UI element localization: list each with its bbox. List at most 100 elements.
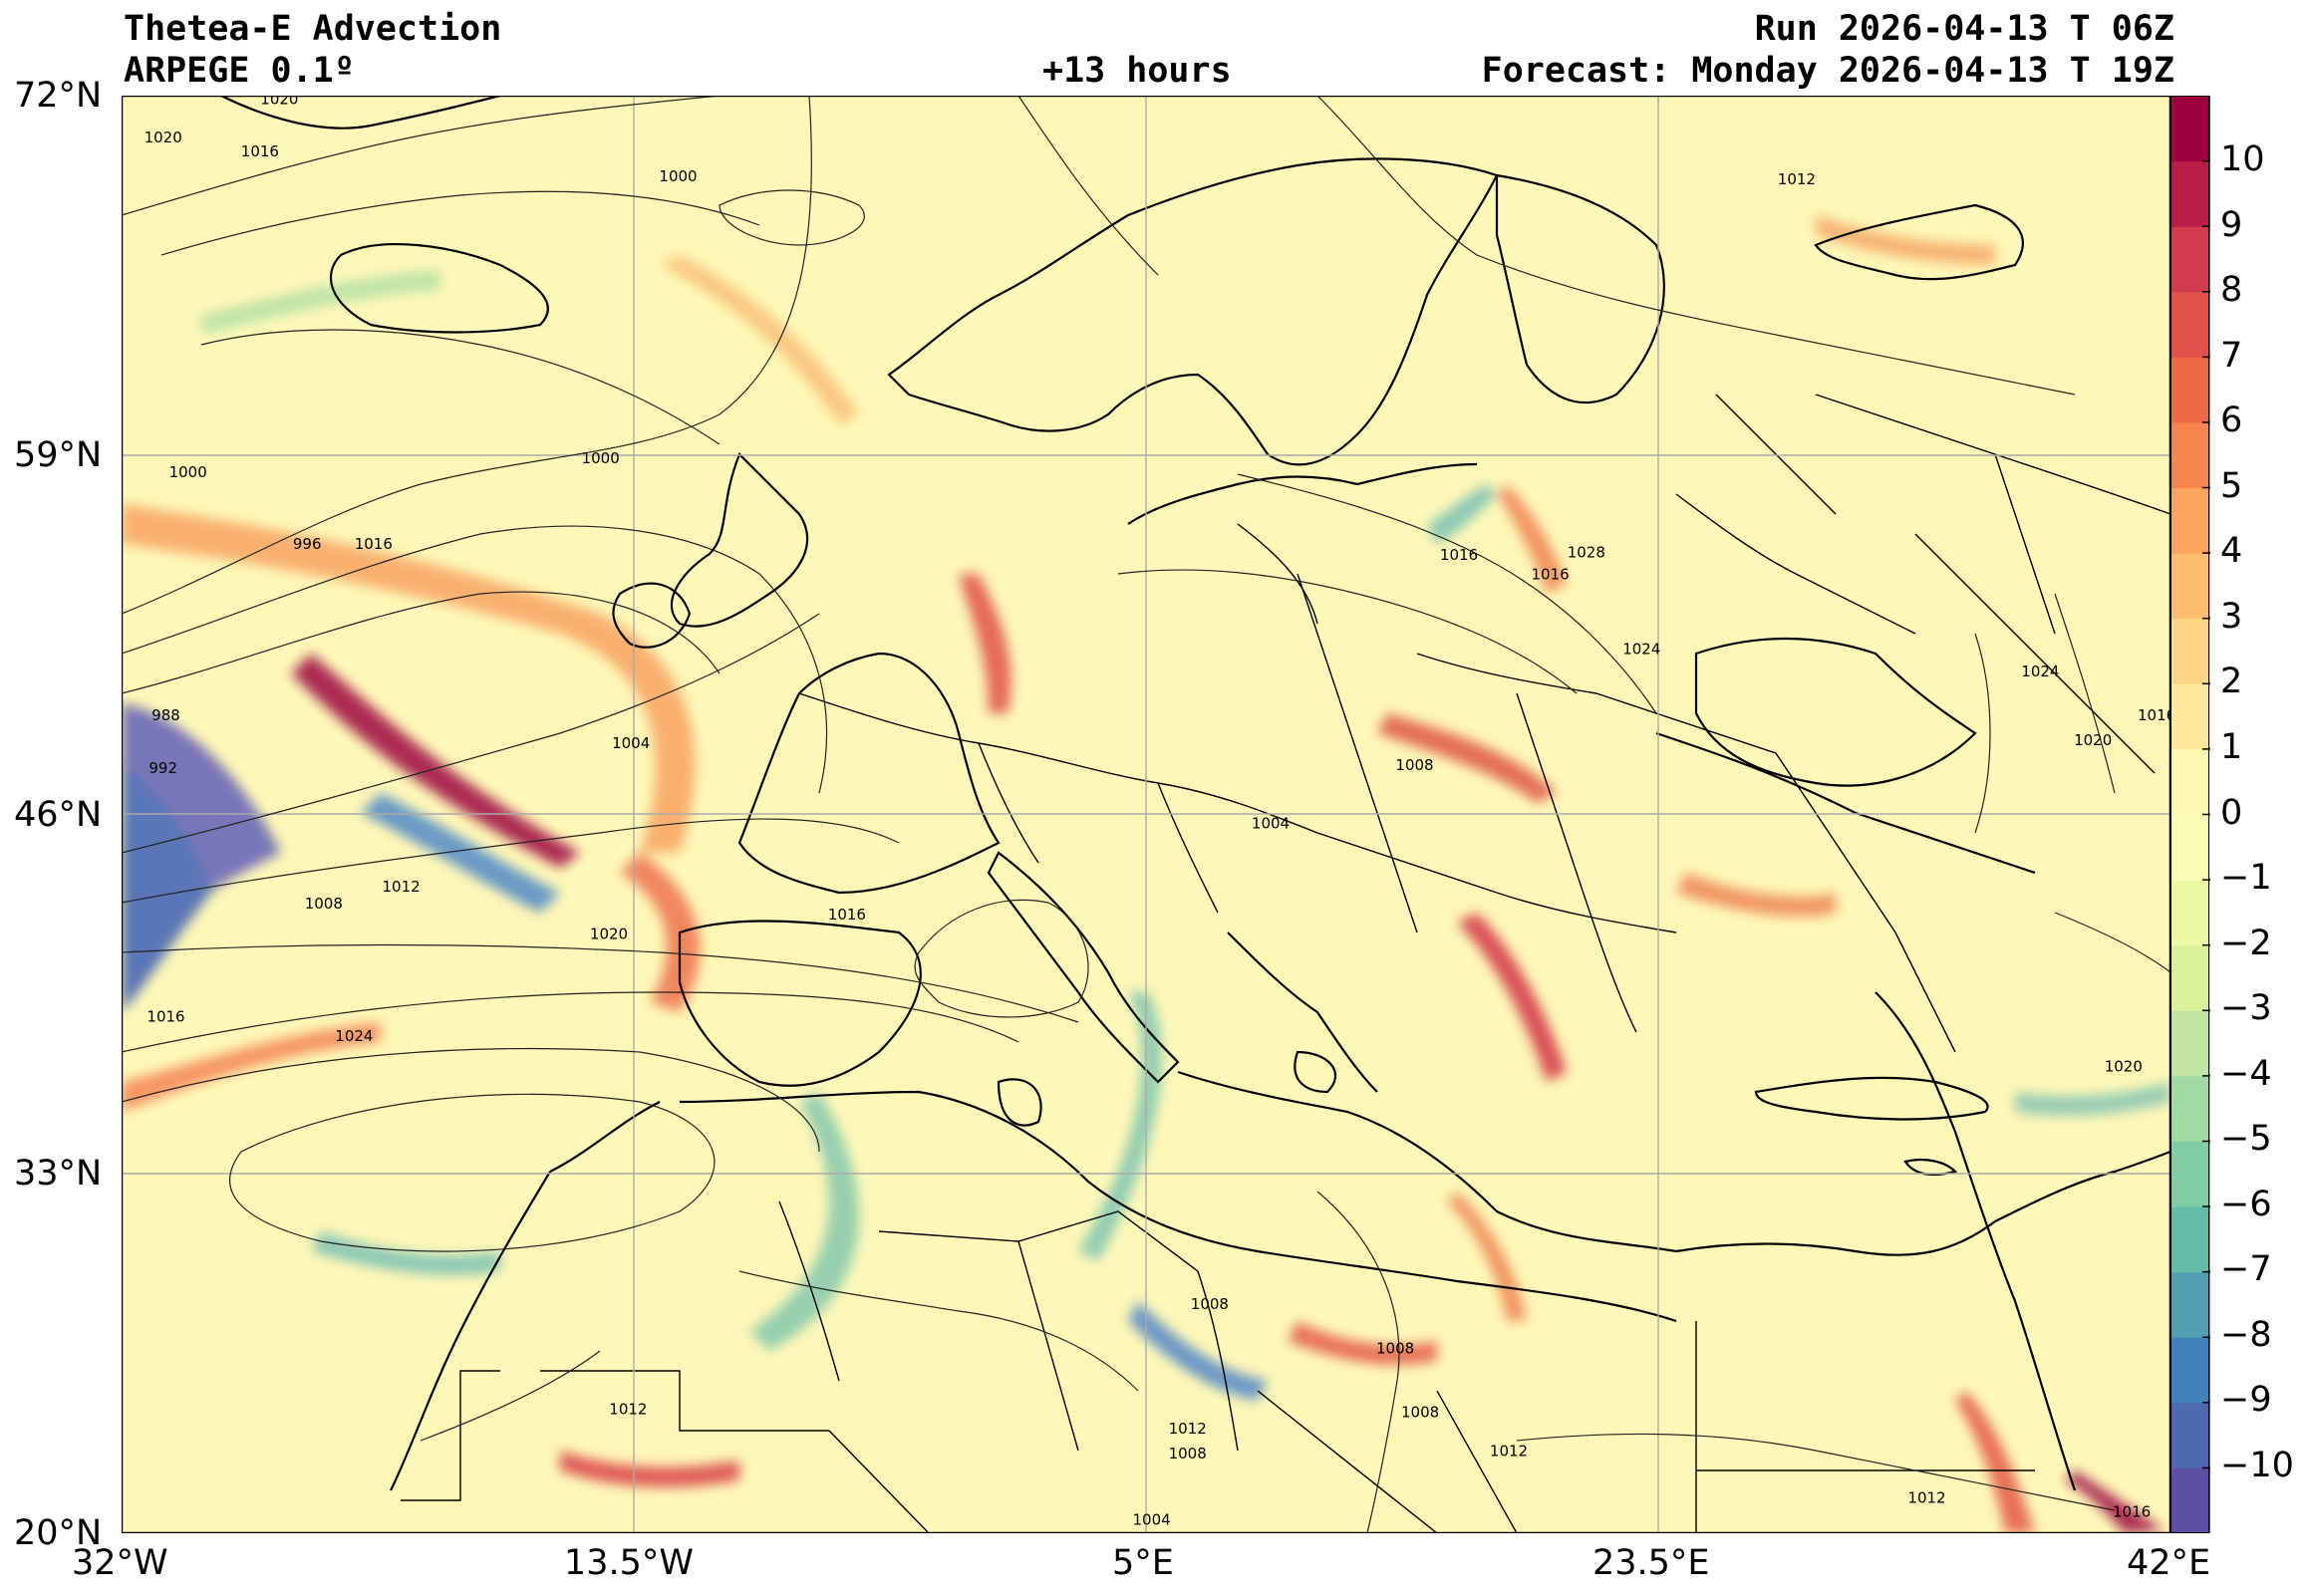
isobar-label: 1016 [828,906,866,924]
colorbar-band [2170,944,2210,1011]
isobar-label: 1008 [1401,1404,1439,1422]
colorbar-tick-minus-9: −9 [2220,1380,2272,1420]
isobar-label: 1000 [169,463,207,481]
isobar-label: 1020 [2074,731,2112,749]
colorbar-band [2170,1141,2210,1207]
lon-tick-13-5w: 13.5°W [564,1543,695,1583]
isobar-label: 1012 [1778,170,1816,188]
colorbar-band [2170,421,2210,489]
isobar-label: 1028 [1568,543,1605,561]
colorbar-tick-9: 9 [2220,205,2243,245]
colorbar-band [2170,880,2210,946]
lat-tick-33: 33°N [14,1154,103,1194]
colorbar-tick-6: 6 [2220,400,2243,440]
colorbar-band [2170,1010,2210,1077]
isobar-label: 1008 [1376,1340,1414,1358]
colorbar-band [2170,1337,2210,1404]
isobar-label: 1024 [2021,663,2059,680]
isobar-label: 1016 [2113,1502,2151,1520]
isobar-label: 1008 [305,895,343,913]
isobar-label: 1008 [1191,1295,1229,1313]
map-panel: 1020 1020 1016 1000 1012 1000 1000 1016 996 1016 1… [122,96,2170,1533]
colorbar-tick-minus-10: −10 [2220,1446,2294,1485]
colorbar-tick-minus-2: −2 [2220,924,2272,963]
colorbar-tick-minus-8: −8 [2220,1315,2272,1355]
colorbar-tick-minus-6: −6 [2220,1185,2272,1224]
model-name: ARPEGE 0.1º [124,51,355,91]
lat-tick-46: 46°N [14,795,103,835]
isobar-label: 1012 [1490,1442,1528,1460]
colorbar-band [2170,683,2210,750]
isobar-label: 1016 [355,535,393,553]
graticule [122,96,2170,1533]
colorbar-band [2170,1467,2210,1533]
map-frame [122,96,2170,1533]
colorbar-tick-minus-4: −4 [2220,1054,2272,1094]
colorbar-band [2170,96,2210,162]
isobar-label: 1016 [1440,546,1478,564]
isobar-label: 1008 [1395,756,1433,774]
isobar-label: 1016 [1532,566,1570,584]
colorbar-tick-10: 10 [2220,139,2265,179]
isobar-label: 1012 [383,878,421,896]
run-time: Run 2026-04-13 T 06Z [1754,9,2174,49]
isobar-label: 1020 [144,129,182,146]
isobar-label: 1000 [582,449,620,467]
coastlines [220,96,2170,1491]
lon-tick-42e: 42°E [2127,1543,2211,1583]
colorbar-tick-5: 5 [2220,466,2243,506]
isobar-label: 1012 [1169,1420,1207,1438]
colorbar-band [2170,487,2210,554]
forecast-time: Forecast: Monday 2026-04-13 T 19Z [1481,51,2174,91]
isobar-label: 1004 [612,734,650,752]
lead-time: +13 hours [1042,51,1232,91]
colorbar-band [2170,814,2210,881]
colorbar-tick-1: 1 [2220,727,2243,767]
isobar-label: 1020 [590,925,628,942]
colorbar-band [2170,226,2210,293]
colorbar-tick-minus-5: −5 [2220,1119,2272,1159]
colorbar-tick-3: 3 [2220,597,2243,637]
colorbar-band [2170,291,2210,358]
isobar-label: 1012 [609,1401,647,1419]
colorbar-band [2170,748,2210,815]
country-borders [401,394,2170,1533]
colorbar-tick-2: 2 [2220,662,2243,701]
isobar-label: 996 [293,535,322,553]
lon-tick-23-5e: 23.5°E [1592,1543,1710,1583]
isobars [122,96,2170,1533]
colorbar-tick-minus-3: −3 [2220,988,2272,1028]
colorbar-band [2170,1271,2210,1338]
colorbar-tick-8: 8 [2220,270,2243,310]
lat-tick-20: 20°N [14,1513,103,1553]
lat-tick-72: 72°N [14,76,103,116]
colorbar-band [2170,553,2210,620]
colorbar-band [2170,1206,2210,1273]
title: Thetea-E Advection [124,9,502,49]
colorbar-tick-4: 4 [2220,531,2243,571]
isobar-label: 1004 [1133,1511,1171,1529]
lat-tick-59: 59°N [14,435,103,475]
isobar-label: 1016 [146,1008,184,1026]
isobar-label: 1024 [1622,641,1660,659]
colorbar-band [2170,1402,2210,1468]
isobar-label: 1008 [1169,1445,1207,1463]
isobar-label: 988 [151,706,180,724]
isobar-label: 1024 [335,1027,373,1045]
isobar-label: 1020 [2105,1058,2143,1076]
isobar-label: 1012 [1907,1489,1945,1507]
isobar-label: 992 [148,759,177,777]
colorbar-band [2170,160,2210,227]
colorbar-band [2170,618,2210,684]
colorbar-tick-7: 7 [2220,336,2243,376]
isobar-label: 1020 [260,96,298,108]
isobar-label: 1016 [2138,706,2170,724]
isobar-label: 1016 [241,142,279,160]
lon-tick-32w: 32°W [72,1543,168,1583]
colorbar-band [2170,1075,2210,1142]
lon-tick-5e: 5°E [1112,1543,1174,1583]
isobar-label: 1004 [1252,814,1290,832]
colorbar-tick-minus-7: −7 [2220,1249,2272,1289]
isobar-labels: 1020 1020 1016 1000 1012 1000 1000 1016 996 1016 1… [144,96,2170,1529]
colorbar-band [2170,357,2210,423]
